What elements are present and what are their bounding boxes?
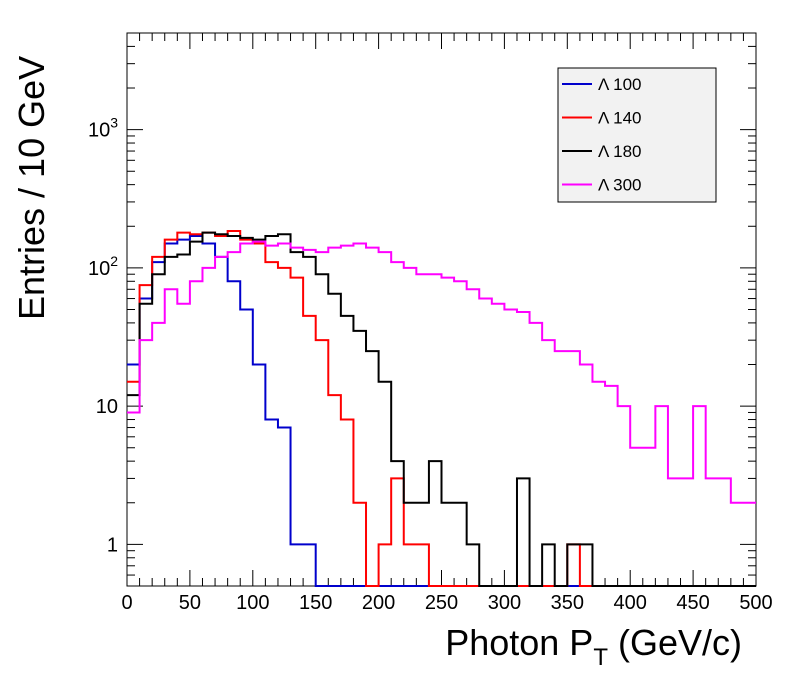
- y-tick-label-base: 1: [107, 534, 118, 556]
- x-tick-label: 500: [739, 592, 772, 614]
- x-tick-label: 0: [121, 592, 132, 614]
- x-axis-label: Photon PT (GeV/c): [445, 622, 742, 671]
- y-tick-label-exponent: 3: [110, 115, 118, 131]
- x-tick-label: 50: [179, 592, 201, 614]
- x-axis-label-main: Photon P: [445, 622, 593, 663]
- y-tick-label-exponent: 2: [110, 253, 118, 269]
- x-axis-label-unit: (GeV/c): [608, 622, 742, 663]
- legend-entries: Λ 100 Λ 140 Λ 180 Λ 300: [562, 75, 642, 195]
- series-line-2: [127, 229, 756, 587]
- x-tick-labels: 0 50 100 150 200 250 300 350 400 450 500: [121, 592, 772, 614]
- series-layer: [127, 229, 756, 587]
- y-axis-ticks: [127, 32, 143, 587]
- y-tick-label-base: 10: [96, 396, 118, 418]
- legend-label: Λ 300: [598, 176, 642, 195]
- x-tick-label: 450: [676, 592, 709, 614]
- x-tick-label: 350: [551, 592, 584, 614]
- y-tick-label: 102: [88, 253, 118, 280]
- y-tick-label: 10: [96, 396, 118, 418]
- x-tick-label: 250: [425, 592, 458, 614]
- y-tick-label-base: 10: [88, 258, 110, 280]
- x-tick-label: 200: [362, 592, 395, 614]
- y-axis-label: Entries / 10 GeV: [11, 56, 52, 320]
- legend: Λ 100 Λ 140 Λ 180 Λ 300: [557, 67, 717, 203]
- x-axis-label-subscript: T: [593, 644, 608, 671]
- x-tick-label: 300: [488, 592, 521, 614]
- x-axis-top-ticks: [126, 33, 757, 49]
- legend-label: Λ 100: [598, 75, 642, 94]
- y-tick-label-base: 10: [88, 120, 110, 142]
- legend-label: Λ 180: [598, 142, 642, 161]
- series-line-4: [127, 240, 756, 504]
- x-tick-label: 100: [236, 592, 269, 614]
- x-axis-ticks: [126, 570, 757, 586]
- y-tick-label: 103: [88, 115, 118, 142]
- x-tick-label: 150: [299, 592, 332, 614]
- x-tick-label: 400: [614, 592, 647, 614]
- legend-box: [557, 67, 717, 203]
- series-line-3: [127, 231, 756, 587]
- legend-label: Λ 140: [598, 109, 642, 128]
- series-line-1: [127, 235, 756, 587]
- y-tick-label: 1: [107, 534, 118, 556]
